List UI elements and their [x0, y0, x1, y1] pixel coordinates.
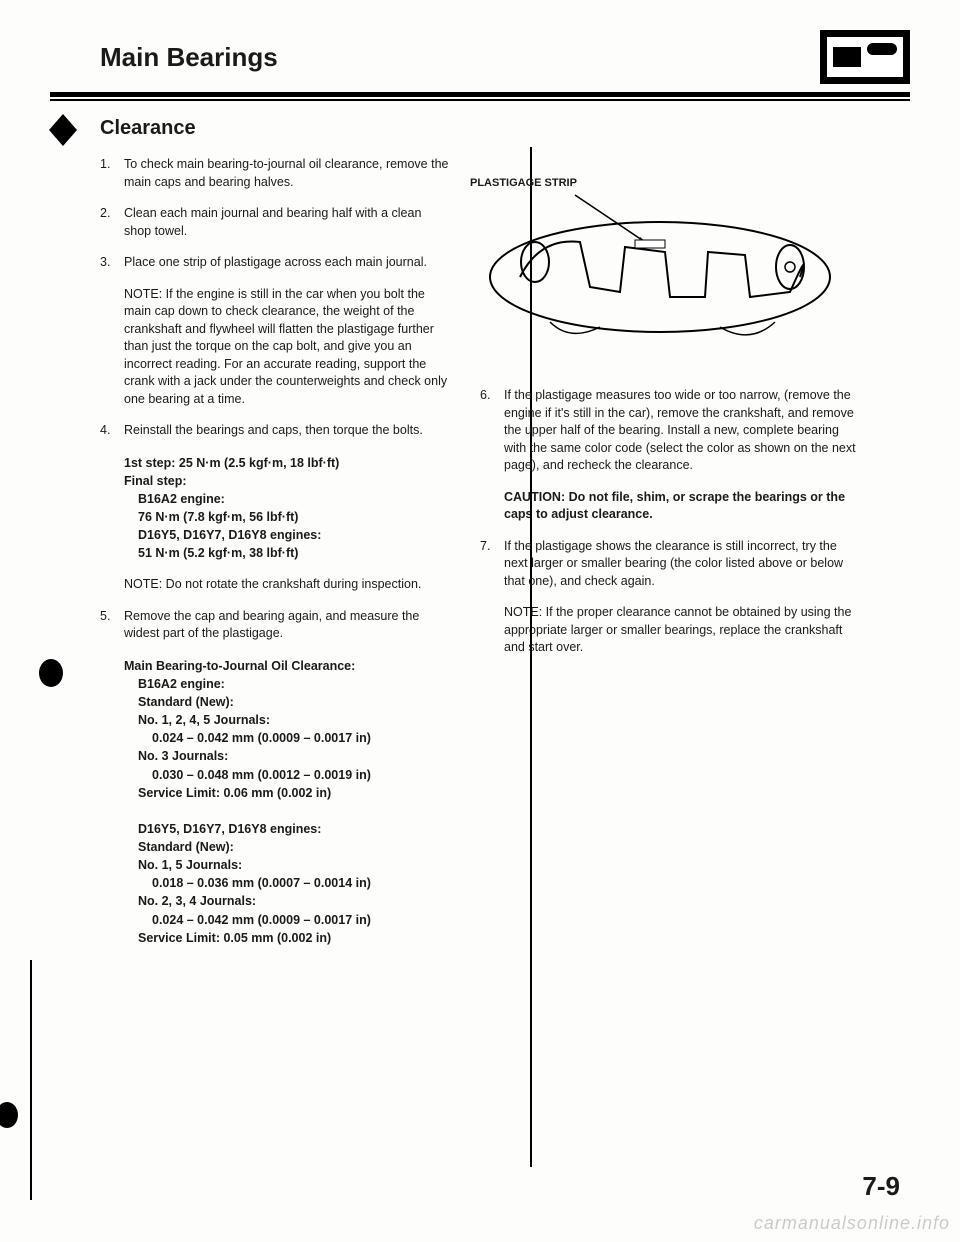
torque-d16-label: D16Y5, D16Y7, D16Y8 engines:: [124, 526, 450, 544]
header-rule-thin: [50, 99, 910, 101]
note-engine-in-car: NOTE: If the engine is still in the car …: [124, 286, 450, 409]
d16-std: Standard (New):: [124, 838, 450, 856]
bottom-bullet-icon: [0, 1100, 22, 1130]
b16-j1245-val: 0.024 – 0.042 mm (0.0009 – 0.0017 in): [124, 729, 450, 747]
page-title: Main Bearings: [100, 42, 278, 73]
b16-j1245-label: No. 1, 2, 4, 5 Journals:: [124, 711, 450, 729]
caution-block: CAUTION: Do not file, shim, or scrape th…: [504, 489, 860, 524]
clearance-title: Main Bearing-to-Journal Oil Clearance:: [124, 657, 450, 675]
step-5: Remove the cap and bearing again, and me…: [100, 608, 450, 643]
step-1: To check main bearing-to-journal oil cle…: [100, 156, 450, 191]
step-3: Place one strip of plastigage across eac…: [100, 254, 450, 272]
torque-spec: 1st step: 25 N·m (2.5 kgf·m, 18 lbf·ft) …: [124, 454, 450, 563]
torque-b16-val: 76 N·m (7.8 kgf·m, 56 lbf·ft): [124, 508, 450, 526]
section-title: Clearance: [100, 117, 450, 140]
d16-j234-label: No. 2, 3, 4 Journals:: [124, 892, 450, 910]
figure-label: PLASTIGAGE STRIP: [470, 177, 577, 189]
step-6: If the plastigage measures too wide or t…: [480, 387, 860, 475]
step-7: If the plastigage shows the clearance is…: [480, 538, 860, 591]
mid-bullet-icon: [35, 657, 67, 689]
d16-label: D16Y5, D16Y7, D16Y8 engines:: [124, 820, 450, 838]
clearance-spec: Main Bearing-to-Journal Oil Clearance: B…: [124, 657, 450, 947]
d16-j15-label: No. 1, 5 Journals:: [124, 856, 450, 874]
b16-j3-label: No. 3 Journals:: [124, 747, 450, 765]
torque-final-label: Final step:: [124, 472, 450, 490]
page-number: 7-9: [862, 1171, 900, 1202]
d16-j15-val: 0.018 – 0.036 mm (0.0007 – 0.0014 in): [124, 874, 450, 892]
note-no-rotate: NOTE: Do not rotate the crankshaft durin…: [124, 576, 450, 594]
torque-first-step: 1st step: 25 N·m (2.5 kgf·m, 18 lbf·ft): [124, 454, 450, 472]
watermark: carmanualsonline.info: [754, 1213, 950, 1234]
step-2: Clean each main journal and bearing half…: [100, 205, 450, 240]
b16-limit: Service Limit: 0.06 mm (0.002 in): [124, 784, 450, 802]
b16-label: B16A2 engine:: [124, 675, 450, 693]
procedure-list-left-cont2: Remove the cap and bearing again, and me…: [100, 608, 450, 643]
torque-b16-label: B16A2 engine:: [124, 490, 450, 508]
procedure-list-right: If the plastigage measures too wide or t…: [480, 387, 860, 475]
b16-j3-val: 0.030 – 0.048 mm (0.0012 – 0.0019 in): [124, 766, 450, 784]
d16-j234-val: 0.024 – 0.042 mm (0.0009 – 0.0017 in): [124, 911, 450, 929]
header-rule-thick: [50, 92, 910, 97]
margin-line: [30, 960, 32, 1200]
step-4: Reinstall the bearings and caps, then to…: [100, 422, 450, 440]
plastigage-figure: PLASTIGAGE STRIP: [480, 147, 840, 367]
b16-std: Standard (New):: [124, 693, 450, 711]
note-replace-crank: NOTE: If the proper clearance cannot be …: [504, 604, 860, 657]
procedure-list-left: To check main bearing-to-journal oil cle…: [100, 156, 450, 272]
manual-logo-icon: [820, 30, 910, 84]
procedure-list-left-cont: Reinstall the bearings and caps, then to…: [100, 422, 450, 440]
procedure-list-right-cont: If the plastigage shows the clearance is…: [480, 538, 860, 591]
torque-d16-val: 51 N·m (5.2 kgf·m, 38 lbf·ft): [124, 544, 450, 562]
d16-limit: Service Limit: 0.05 mm (0.002 in): [124, 929, 450, 947]
